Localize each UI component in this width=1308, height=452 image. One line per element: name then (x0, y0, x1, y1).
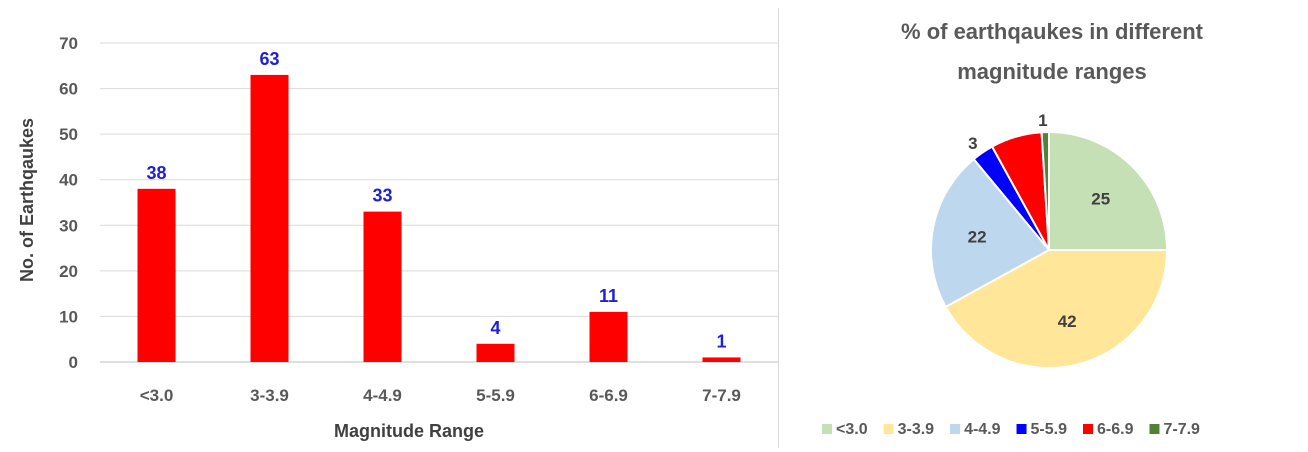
bar-gridlines (100, 42, 778, 363)
legend-item: 7-7.9 (1149, 421, 1200, 438)
legend-swatch (822, 424, 832, 434)
legend-label: 4-4.9 (964, 421, 1001, 438)
y-tick-label: 10 (59, 307, 78, 326)
y-tick-label: 50 (59, 125, 78, 144)
x-tick-label: 7-7.9 (702, 386, 741, 405)
legend-label: 3-3.9 (898, 421, 935, 438)
legend-swatch (883, 424, 894, 434)
pie-slice (1040, 130, 1050, 251)
bar-data-label: 38 (146, 163, 166, 183)
y-tick-label: 70 (59, 34, 78, 53)
pie-chart: % of earthqaukes in different magnitude … (822, 19, 1204, 438)
panel-divider (778, 8, 779, 448)
bar-data-label: 33 (372, 186, 392, 206)
x-tick-label: 5-5.9 (476, 386, 515, 405)
pie-data-label: 25 (1091, 189, 1110, 208)
bar (702, 357, 741, 362)
legend-item: 6-6.9 (1083, 421, 1134, 438)
bar-series (137, 74, 741, 363)
x-tick-label: <3.0 (140, 386, 174, 405)
pie-slice (1048, 130, 1169, 251)
legend-swatch (1016, 424, 1027, 434)
bar-data-label: 1 (716, 331, 726, 351)
pie-data-labels: 25 42 22 3 1 (968, 111, 1111, 331)
pie-legend: <3.0 3-3.9 4-4.9 5-5.9 6-6.9 7-7.9 (822, 421, 1200, 438)
bar (589, 311, 628, 362)
pie-data-label: 22 (968, 227, 987, 246)
pie-data-label: 1 (1038, 111, 1047, 130)
legend-swatch (1083, 424, 1093, 434)
bar (363, 211, 402, 362)
bar (137, 188, 176, 362)
x-tick-label: 6-6.9 (589, 386, 628, 405)
legend-label: 7-7.9 (1163, 421, 1200, 438)
bar-data-label: 11 (599, 286, 618, 306)
pie-slice (944, 249, 1169, 369)
y-tick-label: 40 (59, 171, 78, 190)
x-tick-label: 3-3.9 (250, 386, 289, 405)
pie-data-label: 42 (1058, 312, 1077, 331)
legend-label: 5-5.9 (1031, 421, 1068, 438)
legend-item: 5-5.9 (1016, 421, 1068, 438)
bar-x-ticks: <3.0 3-3.9 4-4.9 5-5.9 6-6.9 7-7.9 (140, 386, 741, 405)
x-axis-title: Magnitude Range (334, 421, 484, 441)
bar-data-label: 63 (259, 49, 279, 69)
legend-item: 3-3.9 (883, 421, 935, 438)
legend-label: <3.0 (836, 421, 868, 438)
legend-label: 6-6.9 (1097, 421, 1134, 438)
bar (250, 74, 289, 363)
y-tick-label: 60 (59, 80, 78, 99)
y-tick-label: 20 (59, 262, 78, 281)
legend-item: 4-4.9 (950, 421, 1001, 438)
pie-data-label: 3 (968, 134, 977, 153)
legend-swatch (950, 424, 961, 434)
bar-data-label: 4 (490, 318, 500, 338)
pie-title-line-1: % of earthqaukes in different (901, 19, 1204, 44)
legend-swatch (1149, 424, 1160, 434)
pie-slices (930, 130, 1169, 369)
x-tick-label: 4-4.9 (363, 386, 402, 405)
pie-slice (930, 157, 1051, 309)
y-tick-label: 0 (69, 353, 78, 372)
bar (476, 343, 515, 362)
y-tick-label: 30 (59, 216, 78, 235)
bar-y-ticks: 0 10 20 30 40 50 60 70 (59, 34, 78, 372)
y-axis-title: No. of Earthqaukes (17, 118, 37, 282)
pie-title-line-2: magnitude ranges (957, 59, 1146, 84)
legend-item: <3.0 (822, 421, 868, 438)
